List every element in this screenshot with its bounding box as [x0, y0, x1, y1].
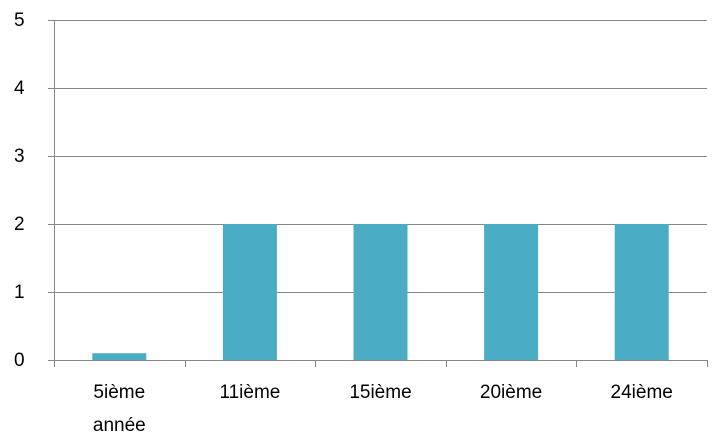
tick-labels: 0 1 2 3 4 5 5ième année 11ième 15ième 20ième 24ième — [14, 10, 673, 436]
x-tick-label-line: 11ième — [219, 382, 280, 403]
y-tick-label-3: 3 — [14, 146, 25, 167]
x-tick-label-line: 15ième — [349, 382, 411, 403]
axes — [48, 20, 708, 367]
bars — [92, 224, 669, 360]
x-tick-label-1: 11ième — [219, 382, 280, 403]
y-tick-label-5: 5 — [14, 10, 25, 31]
x-tick-label-0: 5ième année — [93, 382, 146, 436]
x-tick-label-line: année — [93, 415, 146, 436]
y-tick-label-1: 1 — [14, 282, 25, 303]
x-tick-label-2: 15ième — [349, 382, 411, 403]
bar-2 — [353, 224, 408, 360]
y-tick-label-0: 0 — [14, 350, 25, 371]
y-tick-label-2: 2 — [14, 214, 25, 235]
x-tick-label-4: 24ième — [611, 382, 673, 403]
bar-0 — [92, 353, 147, 360]
bar-3 — [484, 224, 539, 360]
y-tick-label-4: 4 — [14, 78, 25, 99]
bar-4 — [614, 224, 669, 360]
x-tick-label-line: 5ième — [93, 382, 145, 403]
x-tick-label-line: 20ième — [480, 382, 542, 403]
gridlines — [48, 20, 707, 293]
x-tick-label-3: 20ième — [480, 382, 542, 403]
bar-1 — [222, 224, 277, 360]
x-tick-label-line: 24ième — [611, 382, 673, 403]
